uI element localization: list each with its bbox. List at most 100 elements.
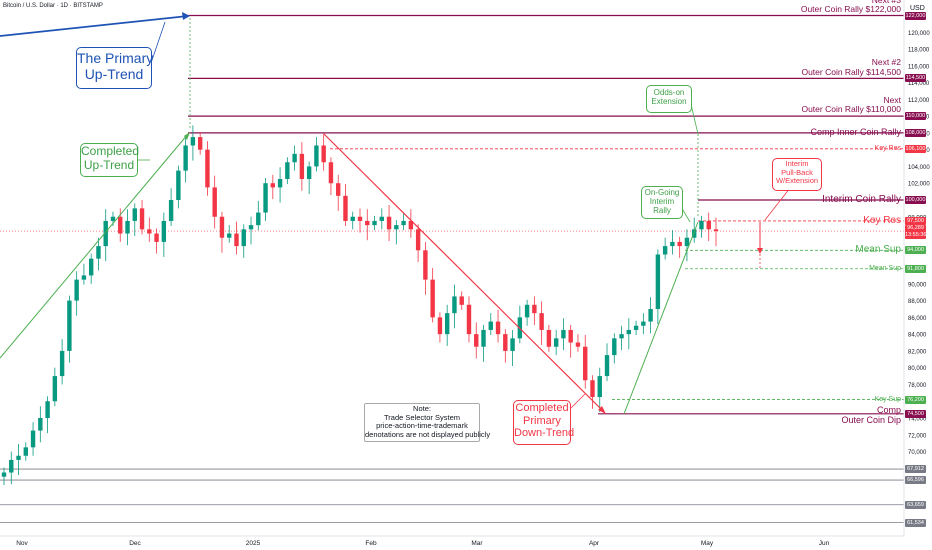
- completed-downtrend-callout: Completed Primary Down-Trend: [513, 400, 574, 445]
- y-tick-label: 118,000: [908, 48, 930, 54]
- level-label: Key Res: [874, 144, 901, 152]
- note-box: Note: Trade Selector System price-action…: [364, 403, 490, 442]
- level-label: Interim Coin Rally: [822, 193, 901, 205]
- candle-body: [103, 220, 108, 247]
- candle-body: [1, 472, 7, 477]
- candle-body: [633, 325, 639, 330]
- candle-body: [575, 342, 581, 347]
- candle-body: [96, 246, 101, 259]
- candle-body: [510, 338, 515, 351]
- price-tag: 100,000: [905, 195, 926, 204]
- candle-body: [110, 216, 116, 221]
- candle-body: [481, 329, 486, 347]
- level-label: Mean Sup: [869, 264, 901, 272]
- candle-body: [248, 225, 254, 230]
- price-tag: 114,500: [905, 74, 926, 83]
- price-tag: 97,500: [905, 216, 926, 225]
- candle-body: [197, 137, 203, 150]
- candle-body: [546, 329, 552, 347]
- candle-body: [227, 233, 232, 238]
- last-price-tag: 96,289 13:55:36: [905, 225, 927, 240]
- candle-body: [299, 153, 305, 180]
- price-tag: 66,596: [905, 476, 926, 485]
- candle-body: [655, 254, 661, 309]
- candle-body: [386, 216, 392, 230]
- y-tick-label: 84,000: [908, 333, 927, 339]
- y-tick-label: 70,000: [908, 450, 927, 456]
- candle-body: [88, 258, 94, 276]
- x-tick-label: Jun: [819, 540, 830, 547]
- price-tag: 61,534: [905, 518, 926, 527]
- candle-body: [161, 220, 167, 242]
- candle-body: [495, 321, 501, 335]
- x-tick-label: Nov: [16, 540, 28, 547]
- candle-body: [677, 241, 682, 247]
- candles-layer: [1, 125, 719, 486]
- candle-body: [328, 162, 334, 184]
- price-tag: 74,500: [905, 409, 926, 418]
- candle-body: [306, 166, 312, 180]
- price-tag: 76,200: [905, 395, 926, 404]
- level-label: Key Res: [863, 214, 901, 226]
- candle-body: [503, 334, 508, 351]
- y-tick-label: 90,000: [908, 282, 927, 288]
- candle-body: [357, 216, 363, 221]
- level-label: Next #2 Outer Coin Rally $114,500: [801, 57, 901, 77]
- chart-title: Bitcoin / U.S. Dollar · 1D · BITSTAMP: [3, 3, 103, 9]
- candle-body: [256, 212, 261, 226]
- pullback-callout: Interim Pull-Back W/Extension: [772, 158, 822, 191]
- candle-body: [437, 317, 443, 335]
- candle-body: [205, 149, 210, 188]
- candle-body: [147, 229, 152, 234]
- candle-body: [285, 162, 290, 180]
- pullback-arrow: [757, 248, 763, 254]
- level-label: Comp Inner Coin Rally: [810, 126, 901, 137]
- price-tag: 94,000: [905, 246, 926, 255]
- candle-body: [619, 334, 624, 339]
- candle-body: [118, 216, 123, 234]
- x-tick-label: May: [701, 540, 714, 547]
- completed-uptrend-line: [0, 133, 189, 359]
- candle-body: [183, 145, 188, 171]
- candle-body: [154, 233, 159, 242]
- level-label: Next Outer Coin Rally $110,000: [801, 95, 901, 115]
- price-tag: 108,000: [905, 128, 926, 137]
- candle-body: [16, 455, 21, 460]
- candle-body: [219, 216, 225, 238]
- x-tick-label: 2025: [246, 540, 261, 547]
- callout-connector: [764, 187, 791, 221]
- y-tick-label: 78,000: [908, 383, 927, 389]
- price-tag: 67,912: [905, 465, 926, 474]
- primary-uptrend-callout: The Primary Up-Trend: [76, 47, 153, 89]
- y-tick-label: 120,000: [908, 31, 930, 37]
- callout-connector: [149, 21, 166, 67]
- time-axis: Nov Dec 2025 Feb Mar Apr May Jun: [0, 535, 904, 547]
- candle-body: [444, 313, 450, 335]
- interim-rally-line: [623, 221, 699, 415]
- candle-body: [670, 241, 675, 247]
- candle-body: [713, 229, 719, 232]
- price-tag: 106,100: [905, 144, 926, 153]
- y-tick-label: 104,000: [908, 165, 930, 171]
- y-tick-label: 72,000: [908, 433, 927, 439]
- downtrend-arrow: [598, 406, 606, 414]
- candle-body: [212, 187, 217, 217]
- candle-body: [699, 220, 704, 230]
- candle-body: [38, 418, 43, 431]
- candle-body: [168, 199, 174, 221]
- level-label: Comp Outer Coin Dip: [841, 404, 901, 425]
- candle-body: [415, 229, 421, 251]
- y-tick-label: 74,000: [908, 417, 927, 423]
- candle-body: [30, 430, 36, 448]
- candle-body: [52, 376, 58, 402]
- candle-body: [379, 216, 384, 221]
- candle-body: [539, 313, 544, 330]
- last-price-countdown: 13:55:36: [905, 232, 927, 239]
- price-tag: 110,000: [905, 112, 926, 121]
- x-tick-label: Apr: [589, 540, 600, 547]
- level-label: Key Sup: [874, 395, 901, 403]
- candle-body: [459, 296, 464, 305]
- completed-uptrend-arrow: [184, 132, 190, 140]
- candle-body: [270, 183, 276, 188]
- candle-body: [597, 376, 602, 398]
